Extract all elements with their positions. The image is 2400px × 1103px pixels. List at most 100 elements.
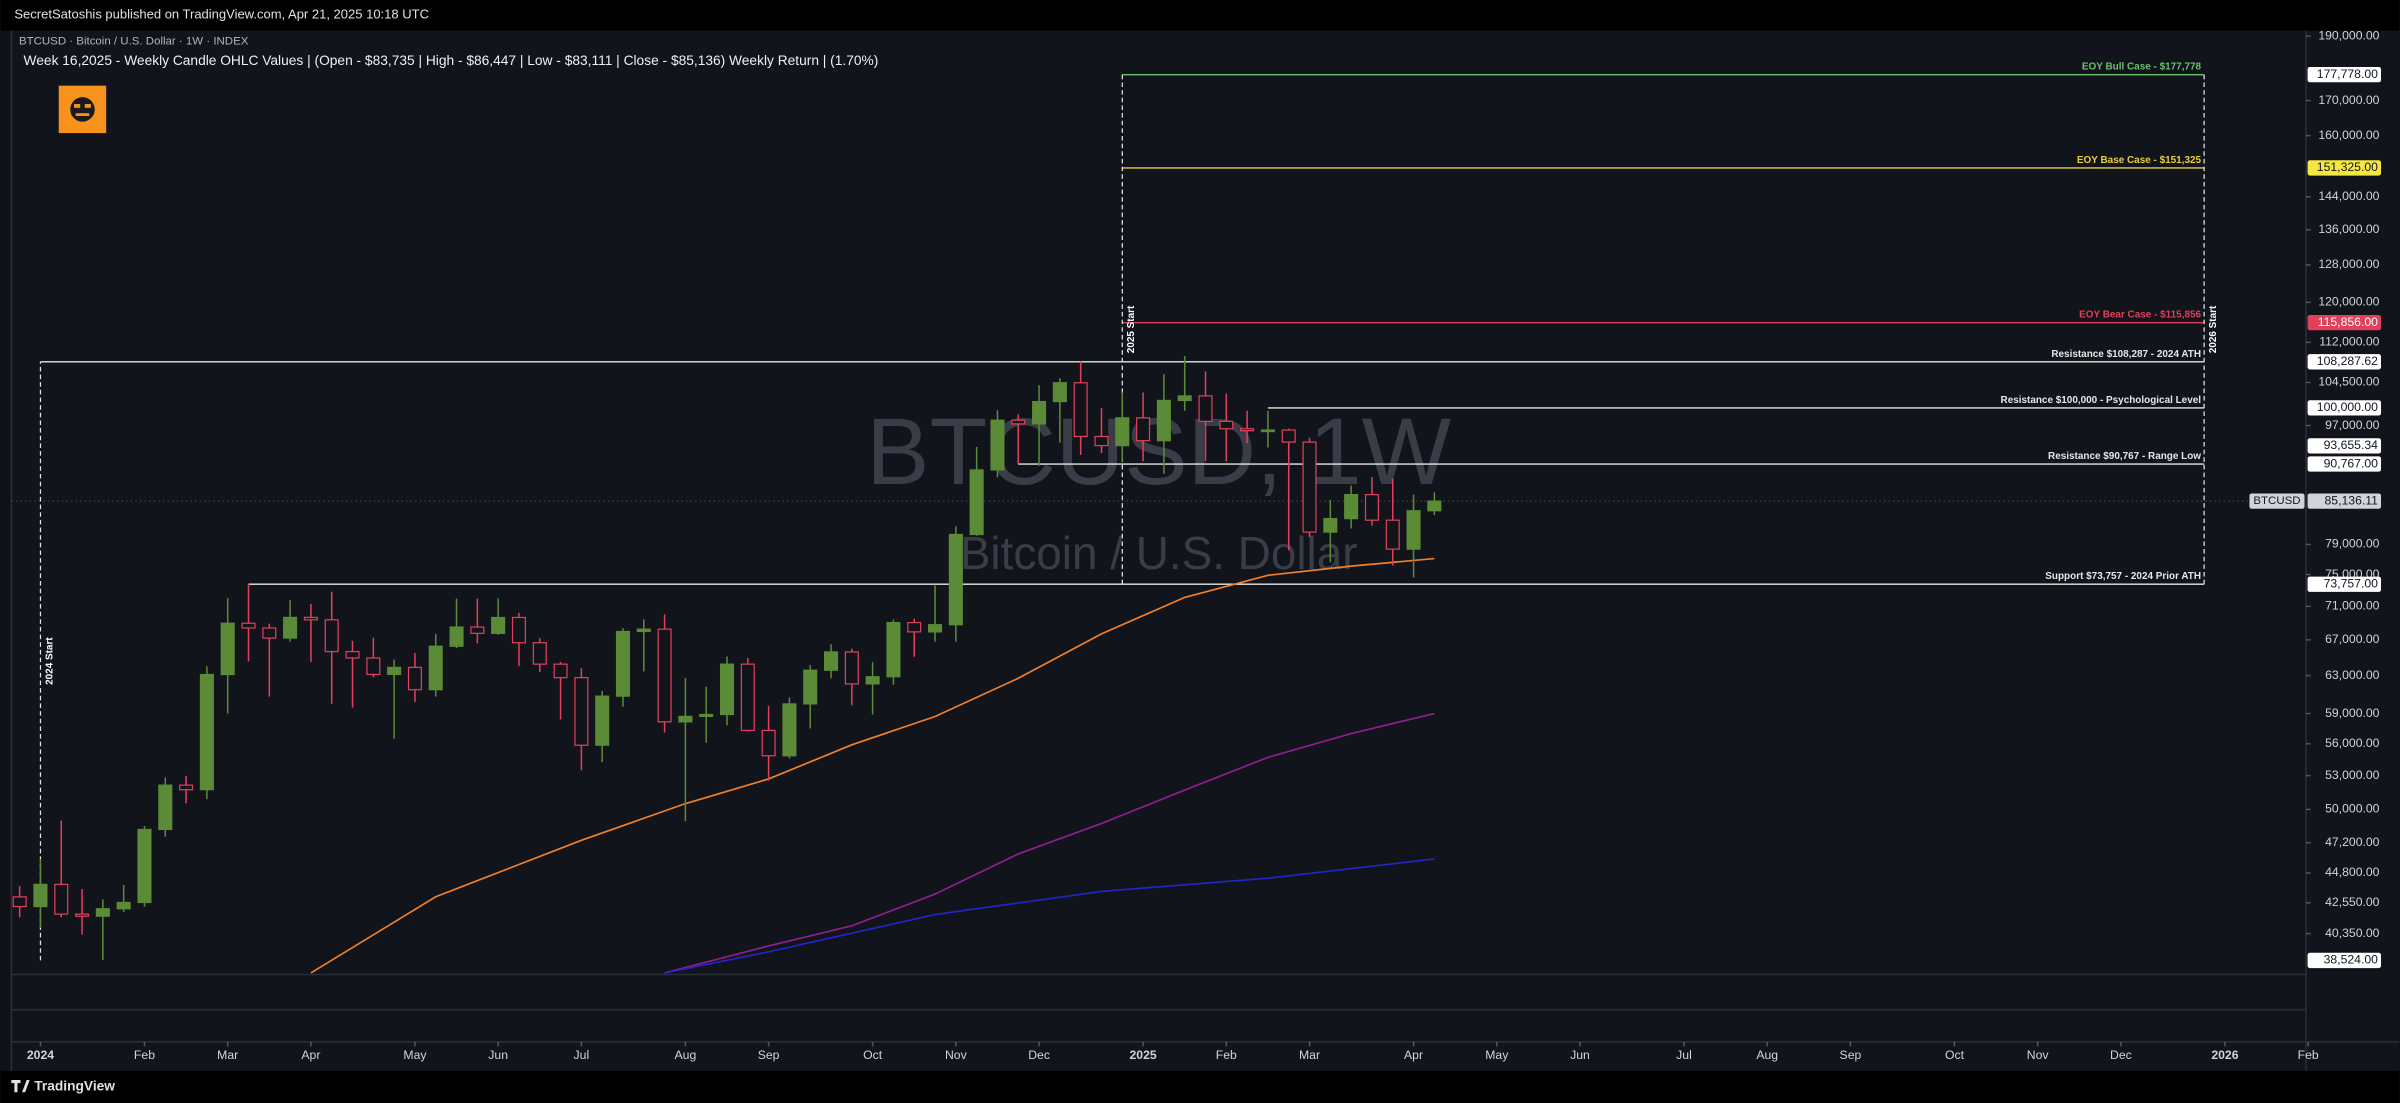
level-label: Resistance $100,000 - Psychological Leve… xyxy=(2001,395,2202,406)
y-tick-label: 47,200.00 xyxy=(2325,835,2380,849)
author-icon xyxy=(58,85,107,134)
candle-body xyxy=(907,621,922,633)
chart-title: Week 16,2025 - Weekly Candle OHLC Values… xyxy=(24,53,879,68)
candle-body xyxy=(95,908,110,917)
x-tick-label: Mar xyxy=(217,1048,238,1062)
y-tick-label: 40,350.00 xyxy=(2325,926,2380,940)
candle-body xyxy=(428,645,443,691)
candle-body xyxy=(407,666,422,691)
x-tick-label: Jul xyxy=(574,1048,590,1062)
candle-body xyxy=(1198,395,1213,422)
level-label: Resistance $108,287 - 2024 ATH xyxy=(2051,349,2201,360)
level-label: Support $73,757 - 2024 Prior ATH xyxy=(2045,571,2201,582)
candle-body xyxy=(865,676,880,685)
candle-body xyxy=(1073,382,1088,438)
ma-line xyxy=(310,557,1435,974)
candle-body xyxy=(1094,435,1109,447)
x-tick-label: Nov xyxy=(945,1048,968,1062)
x-tick-label: 2024 xyxy=(27,1048,54,1062)
candle-body xyxy=(1323,518,1338,533)
price-label-box xyxy=(2307,315,2382,331)
candle-body xyxy=(990,419,1005,471)
candle-body xyxy=(553,663,568,679)
y-tick-label: 97,000.00 xyxy=(2325,418,2380,432)
x-tick-label: Feb xyxy=(134,1048,155,1062)
candle-body xyxy=(1052,382,1067,403)
candle-body xyxy=(470,626,485,634)
price-label-box xyxy=(2307,438,2382,454)
candle-body xyxy=(657,628,672,723)
x-tick-label: Nov xyxy=(2027,1048,2050,1062)
candle-body xyxy=(116,901,131,910)
y-tick-label: 59,000.00 xyxy=(2325,706,2380,720)
price-label-box xyxy=(2307,354,2382,370)
symbol-tag-box xyxy=(2249,493,2305,509)
candle-body xyxy=(615,630,631,697)
candle-body xyxy=(1136,417,1151,442)
candle-body xyxy=(574,677,589,746)
y-tick-label: 170,000.00 xyxy=(2318,93,2379,107)
level-label: EOY Base Case - $151,325 xyxy=(2077,155,2202,166)
x-tick-label: Mar xyxy=(1299,1048,1320,1062)
y-tick-label: 104,500.00 xyxy=(2318,375,2379,389)
candle-body xyxy=(1240,428,1255,432)
y-tick-label: 160,000.00 xyxy=(2318,128,2379,142)
candle-body xyxy=(491,616,506,634)
candle-body xyxy=(1385,519,1400,550)
candle-body xyxy=(699,713,714,717)
y-tick-label: 67,000.00 xyxy=(2325,632,2380,646)
price-label: 108,287.62 xyxy=(2317,354,2378,368)
x-tick-label: Sep xyxy=(1840,1048,1862,1062)
candle-body xyxy=(969,469,984,536)
price-label-box xyxy=(2307,456,2382,472)
price-label-box xyxy=(2307,66,2382,83)
price-label-box xyxy=(2307,952,2382,969)
candle-body xyxy=(636,628,651,633)
candle-body xyxy=(928,624,943,633)
price-label: 177,778.00 xyxy=(2317,67,2378,81)
level-label: EOY Bear Case - $115,856 xyxy=(2079,310,2201,321)
price-label: 115,856.00 xyxy=(2318,315,2378,329)
y-tick-label: 112,000.00 xyxy=(2319,335,2379,349)
price-label: 151,325.00 xyxy=(2317,160,2378,174)
watermark-name: Bitcoin / U.S. Dollar xyxy=(960,527,1358,579)
candle-body xyxy=(220,622,235,676)
candle-body xyxy=(1177,395,1192,402)
candle-body xyxy=(532,642,547,665)
candle-body xyxy=(283,616,298,639)
candle-body xyxy=(241,622,256,629)
candle-body xyxy=(1115,417,1130,447)
candle-body xyxy=(33,883,48,908)
x-tick-label: May xyxy=(403,1048,427,1062)
candle-body xyxy=(761,729,776,757)
candle-body xyxy=(158,784,173,831)
x-tick-label: Feb xyxy=(1216,1048,1237,1062)
candle-body xyxy=(387,666,402,676)
candle-body xyxy=(1406,510,1421,550)
symbol-line: BTCUSD · Bitcoin / U.S. Dollar · 1W · IN… xyxy=(19,35,249,47)
icon-face xyxy=(70,97,95,122)
y-tick-label: 120,000.00 xyxy=(2318,295,2379,309)
candle-body xyxy=(1364,493,1379,521)
candle-body xyxy=(511,616,526,644)
icon-mouth xyxy=(75,113,90,116)
candle-body xyxy=(366,657,381,676)
price-label: 73,757.00 xyxy=(2324,576,2379,590)
candle-body xyxy=(1281,429,1296,443)
price-label-box xyxy=(2307,493,2382,509)
candle-body xyxy=(782,703,797,757)
candle-body xyxy=(54,883,69,915)
y-tick-label: 144,000.00 xyxy=(2318,189,2379,203)
marker-label: 2025 Start xyxy=(1126,305,1137,353)
y-tick-label: 71,000.00 xyxy=(2325,599,2380,613)
x-tick-label: Oct xyxy=(863,1048,883,1062)
y-tick-label: 190,000.00 xyxy=(2318,28,2379,42)
x-tick-label: Sep xyxy=(758,1048,780,1062)
x-tick-label: May xyxy=(1485,1048,1509,1062)
x-tick-label: Apr xyxy=(301,1048,320,1062)
x-tick-label: Dec xyxy=(1028,1048,1050,1062)
x-tick-label: Jun xyxy=(1570,1048,1590,1062)
candle-body xyxy=(75,913,90,917)
